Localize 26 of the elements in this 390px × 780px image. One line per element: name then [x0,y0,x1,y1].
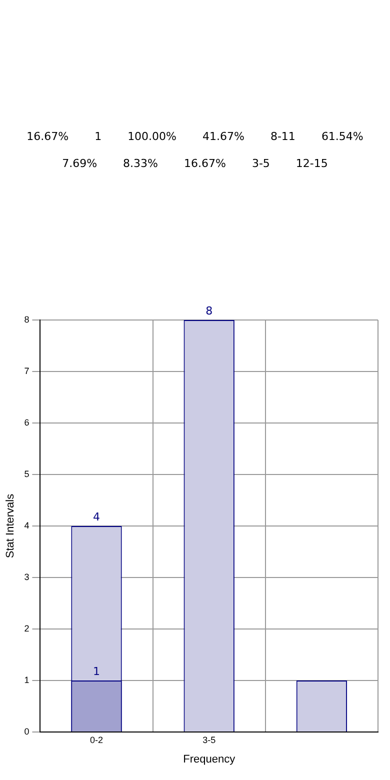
data-label: 8 [206,304,213,318]
y-tick-label: 0 [24,726,30,736]
text: 16.67% [26,130,69,143]
data-label: 4 [93,510,100,524]
text: 12-15 [296,157,328,170]
text: 100.00% [128,130,177,143]
text: 61.54% [321,130,364,143]
text: 8.33% [123,157,158,170]
text: 3-5 [252,157,270,170]
y-tick-label: 3 [24,572,30,582]
text: 1 [94,130,102,143]
x-tick-label: 0-2 [90,734,104,745]
y-tick-label: 1 [24,674,30,685]
y-tick-label: 6 [24,417,30,428]
x-axis-title: Frequency [183,753,236,766]
text: 7.69% [62,157,98,170]
y-tick-label: 8 [24,314,30,324]
text: 8-11 [270,130,296,143]
y-tick-label: 5 [24,468,30,479]
y-tick-label: 2 [24,623,30,634]
text: 41.67% [202,130,244,143]
text: 16.67% [184,157,226,170]
data-label: 1 [93,664,100,678]
y-axis-title: Stat Intervals [4,493,17,558]
y-tick-label: 4 [24,520,30,530]
y-tick-label: 7 [24,366,30,376]
